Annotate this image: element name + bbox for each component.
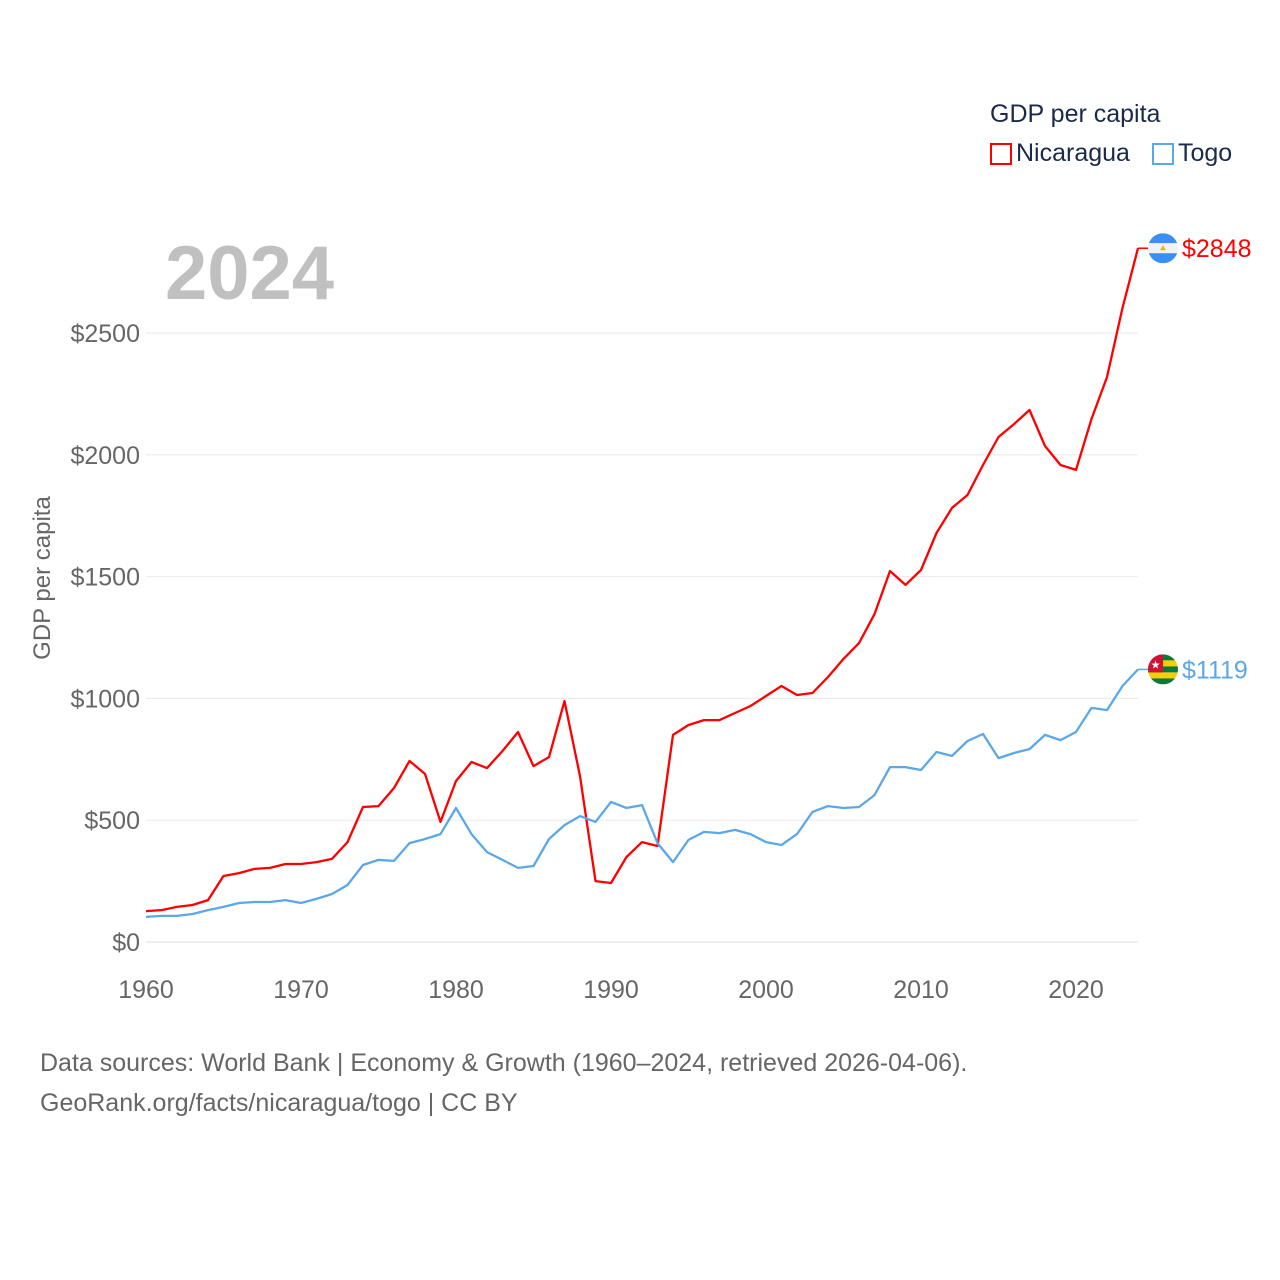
x-tick-label: 2010 (893, 976, 949, 1004)
year-watermark: 2024 (165, 231, 335, 316)
legend-item-nicaragua[interactable]: Nicaragua (990, 139, 1130, 168)
togo-flag-icon: ★ (1148, 654, 1178, 685)
legend-label: Nicaragua (1016, 139, 1130, 167)
svg-text:★: ★ (1151, 659, 1161, 671)
source-line-2: GeoRank.org/facts/nicaragua/togo | CC BY (40, 1089, 518, 1117)
legend-swatch-nicaragua (990, 142, 1012, 165)
legend-swatch-togo (1151, 142, 1174, 165)
y-tick-label: $1500 (70, 564, 140, 592)
y-tick-label: $0 (112, 929, 140, 957)
y-tick-label: $1000 (70, 685, 140, 713)
legend-title: GDP per capita (990, 100, 1161, 128)
legend: GDP per capita Nicaragua Togo (990, 100, 1248, 168)
series-line-nicaragua (145, 247, 1140, 913)
end-value-label: $2848 (1182, 235, 1252, 263)
source-line-1: Data sources: World Bank | Economy & Gro… (40, 1049, 968, 1077)
end-value-label: $1119 (1182, 656, 1248, 684)
y-tick-label: $2500 (70, 320, 140, 348)
x-tick-label: 1980 (428, 976, 484, 1004)
legend-item-togo[interactable]: Togo (1151, 139, 1233, 168)
y-tick-label: $500 (84, 807, 140, 835)
legend-label: Togo (1177, 139, 1233, 167)
y-axis-label: GDP per capita (29, 496, 56, 660)
x-tick-label: 1970 (273, 976, 329, 1004)
x-tick-label: 1990 (583, 976, 639, 1004)
source-note: Data sources: World Bank | Economy & Gro… (40, 1043, 967, 1123)
series-line-togo (145, 668, 1139, 919)
y-tick-label: $2000 (70, 442, 140, 470)
x-tick-label: 2020 (1048, 976, 1104, 1004)
nicaragua-flag-icon (1148, 233, 1178, 264)
x-tick-label: 2000 (738, 976, 794, 1004)
x-tick-label: 1960 (118, 976, 174, 1004)
